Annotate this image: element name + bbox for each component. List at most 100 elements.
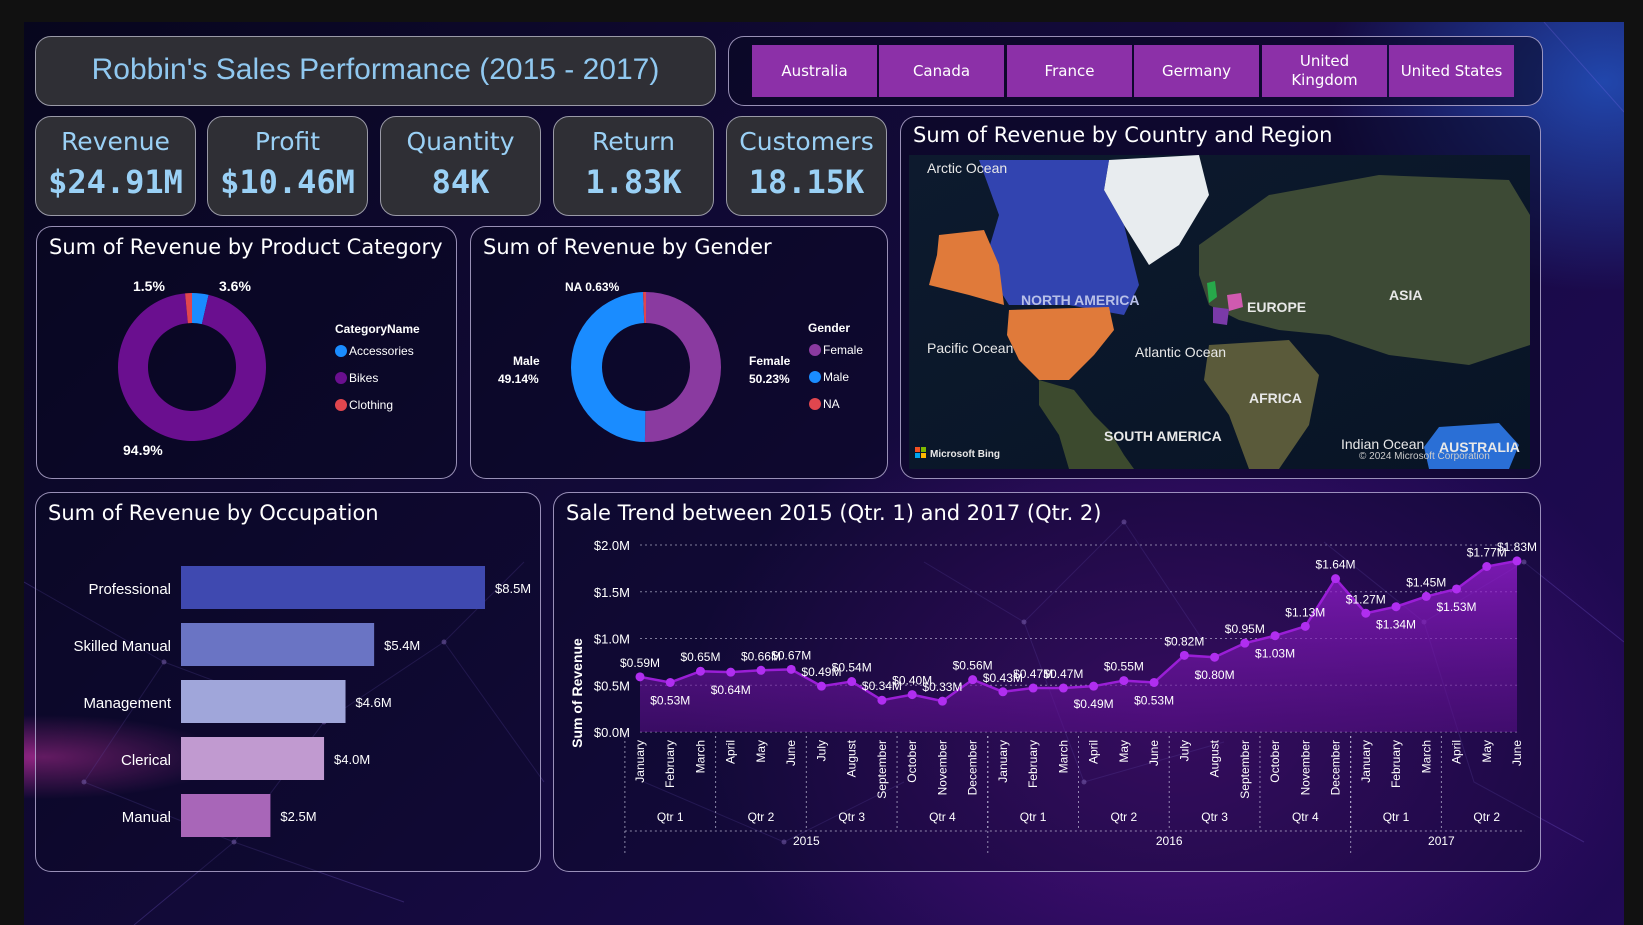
slice-data-label: 94.9% xyxy=(123,442,163,458)
data-point[interactable] xyxy=(1210,652,1220,662)
slicer-canada[interactable]: Canada xyxy=(879,45,1004,97)
legend-item[interactable]: Female xyxy=(823,343,863,357)
data-point[interactable] xyxy=(847,677,857,687)
bar-manual[interactable] xyxy=(181,794,271,837)
data-point[interactable] xyxy=(998,687,1008,697)
bar-skilled-manual[interactable] xyxy=(181,623,375,666)
map-copyright: © 2024 Microsoft Corporation xyxy=(1359,451,1490,462)
point-data-label: $0.54M xyxy=(832,661,872,675)
kpi-value: 18.15K xyxy=(748,163,865,201)
data-point[interactable] xyxy=(968,675,978,685)
data-point[interactable] xyxy=(1361,608,1371,618)
donut-slice-clothing[interactable] xyxy=(185,293,192,324)
data-point[interactable] xyxy=(1391,602,1401,612)
slicer-germany[interactable]: Germany xyxy=(1134,45,1259,97)
legend-item[interactable]: Accessories xyxy=(349,344,414,358)
bar-category-label: Management xyxy=(83,695,171,712)
data-point[interactable] xyxy=(695,666,705,676)
point-data-label: $0.95M xyxy=(1225,622,1265,636)
point-data-label: $0.53M xyxy=(650,693,690,707)
point-data-label: $0.67M xyxy=(771,648,811,662)
point-data-label: $0.47M xyxy=(1043,667,1083,681)
donut-slice-na[interactable] xyxy=(643,292,646,324)
data-point[interactable] xyxy=(907,690,917,700)
map-label: Atlantic Ocean xyxy=(1135,344,1226,360)
france-region[interactable] xyxy=(1213,307,1229,325)
data-point[interactable] xyxy=(816,681,826,691)
y-tick-label: $1.5M xyxy=(594,585,630,600)
bar-data-label: $8.5M xyxy=(495,581,531,596)
donut-slice-male[interactable] xyxy=(570,292,646,442)
data-point[interactable] xyxy=(726,667,736,677)
point-data-label: $1.34M xyxy=(1376,618,1416,632)
united-kingdom-region[interactable] xyxy=(1207,281,1217,303)
point-data-label: $0.80M xyxy=(1195,668,1235,682)
x-quarter-label: Qtr 1 xyxy=(1020,810,1047,824)
donut-slice-bikes[interactable] xyxy=(118,293,266,441)
x-month-label: January xyxy=(1359,740,1373,783)
donut-slice-female[interactable] xyxy=(644,292,721,442)
legend-swatch xyxy=(809,344,821,356)
revenue-line xyxy=(639,559,1518,703)
data-point[interactable] xyxy=(1240,638,1250,648)
slicer-australia[interactable]: Australia xyxy=(752,45,877,97)
data-point[interactable] xyxy=(1482,562,1492,572)
slicer-france[interactable]: France xyxy=(1007,45,1132,97)
map-label: AFRICA xyxy=(1249,390,1302,406)
data-point[interactable] xyxy=(1300,621,1310,631)
data-point[interactable] xyxy=(937,696,947,706)
bar-management[interactable] xyxy=(181,680,346,723)
y-axis-title: Sum of Revenue xyxy=(569,638,585,748)
kpi-return: Return 1.83K xyxy=(553,116,714,216)
data-point[interactable] xyxy=(1179,650,1189,660)
panel-title: Sum of Revenue by Product Category xyxy=(49,235,443,259)
x-year-label: 2017 xyxy=(1428,834,1455,848)
point-data-label: $1.45M xyxy=(1406,575,1446,589)
alaska-region[interactable] xyxy=(929,230,1004,305)
point-data-label: $0.43M xyxy=(983,671,1023,685)
data-point[interactable] xyxy=(786,664,796,674)
map-label: NORTH AMERICA xyxy=(1021,292,1139,308)
bar-professional[interactable] xyxy=(181,566,485,609)
data-point[interactable] xyxy=(665,677,675,687)
gender-chart: NA 0.63% Male 49.14% Female 50.23% Gender Fe… xyxy=(498,280,863,442)
eurasia-shape xyxy=(1199,175,1530,365)
data-point[interactable] xyxy=(1028,683,1038,693)
data-point[interactable] xyxy=(1149,677,1159,687)
greenland-shape xyxy=(1104,155,1209,265)
slice-category-label: Female xyxy=(749,354,791,368)
canada-region[interactable] xyxy=(979,160,1139,315)
data-point[interactable] xyxy=(877,695,887,705)
data-point[interactable] xyxy=(1089,681,1099,691)
data-point[interactable] xyxy=(1270,631,1280,641)
data-point[interactable] xyxy=(1421,591,1431,601)
united-states-region[interactable] xyxy=(1007,307,1114,380)
legend-item[interactable]: Male xyxy=(823,370,849,384)
legend-item[interactable]: Clothing xyxy=(349,398,393,412)
slice-data-label: 1.5% xyxy=(133,278,165,294)
trend-panel: Sale Trend between 2015 (Qtr. 1) and 201… xyxy=(553,492,1541,872)
data-point[interactable] xyxy=(1452,584,1462,594)
australia-region[interactable] xyxy=(1424,423,1519,469)
x-month-label: November xyxy=(935,740,949,795)
donut-slice-accessories[interactable] xyxy=(192,293,209,325)
data-point[interactable] xyxy=(756,665,766,675)
x-month-label: June xyxy=(1510,740,1524,766)
legend-item[interactable]: Bikes xyxy=(349,371,378,385)
legend-item[interactable]: NA xyxy=(823,397,840,411)
x-month-label: May xyxy=(754,740,768,763)
world-map[interactable]: Arctic Ocean NORTH AMERICA EUROPE ASIA P… xyxy=(909,155,1530,469)
slicer-united-states[interactable]: United States xyxy=(1389,45,1514,97)
data-point[interactable] xyxy=(1512,556,1522,566)
data-point[interactable] xyxy=(1331,574,1341,584)
bar-clerical[interactable] xyxy=(181,737,325,780)
x-month-label: March xyxy=(1056,740,1070,773)
data-point[interactable] xyxy=(1119,676,1129,686)
data-point[interactable] xyxy=(1058,683,1068,693)
data-point[interactable] xyxy=(635,672,645,682)
point-data-label: $0.33M xyxy=(922,680,962,694)
germany-region[interactable] xyxy=(1227,293,1243,311)
y-tick-label: $1.0M xyxy=(594,632,630,647)
slicer-united-kingdom[interactable]: United Kingdom xyxy=(1262,45,1387,97)
kpi-label: Customers xyxy=(739,127,874,156)
